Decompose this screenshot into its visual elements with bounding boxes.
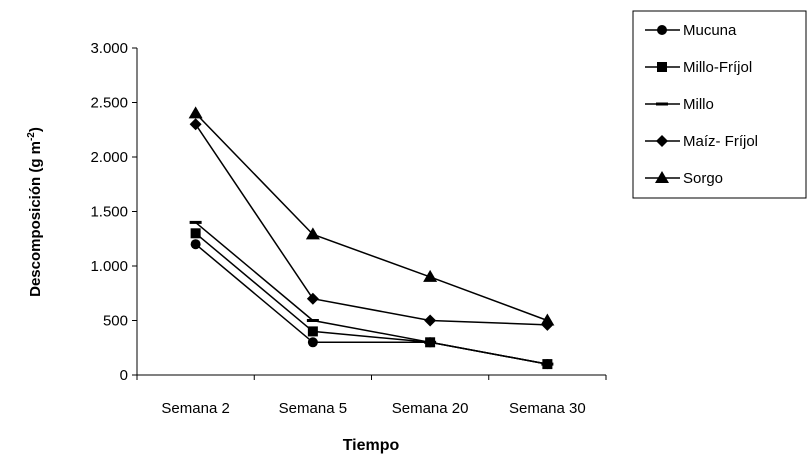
y-axis-title: Descomposición (g m-2) — [26, 127, 44, 297]
legend-marker-circle — [657, 25, 667, 35]
data-point-triangle — [540, 313, 555, 326]
y-tick-label: 2.000 — [90, 149, 128, 166]
legend-marker-dash — [656, 102, 668, 106]
data-point-diamond — [424, 314, 437, 327]
y-tick-label: 1.500 — [90, 204, 128, 221]
data-point-diamond — [189, 118, 202, 131]
x-axis-ticks: Semana 2 Semana 5 Semana 20 Semana 30 — [136, 375, 607, 417]
series-square — [190, 228, 553, 370]
legend-label: Maíz- Fríjol — [683, 133, 758, 150]
legend-marker-triangle — [655, 171, 669, 183]
data-point-dash — [189, 220, 202, 224]
legend-item: Mucuna — [645, 22, 737, 39]
data-point-square — [307, 326, 318, 337]
y-axis-ticks: 0 500 1.000 1.500 2.000 2.500 3.000 — [90, 40, 137, 384]
legend-marker-square — [657, 62, 667, 72]
y-tick-label: 2.500 — [90, 95, 128, 112]
series-triangle — [188, 106, 555, 326]
data-point-circle — [190, 239, 201, 250]
x-axis-title: Tiempo — [343, 437, 400, 454]
x-tick-label: Semana 2 — [161, 400, 229, 417]
y-tick-label: 500 — [103, 313, 128, 330]
legend: Mucuna Millo-Fríjol Millo Maíz- Fríjol Sorgo — [632, 10, 807, 199]
legend-label: Sorgo — [683, 170, 723, 187]
data-point-dash — [306, 319, 319, 322]
series-line — [195, 112, 548, 322]
y-tick-label: 3.000 — [90, 40, 128, 57]
series-dash — [189, 220, 554, 366]
legend-item: Millo — [645, 96, 714, 113]
legend-label: Millo-Fríjol — [683, 59, 752, 76]
series-line — [195, 232, 548, 365]
series-line — [195, 243, 548, 365]
x-tick-label: Semana 30 — [509, 400, 586, 417]
data-point-diamond — [306, 292, 319, 305]
data-point-triangle — [423, 269, 438, 282]
data-point-dash — [541, 362, 554, 366]
data-point-triangle — [305, 227, 320, 240]
series-layer — [188, 106, 555, 370]
y-tick-label: 0 — [120, 367, 128, 384]
legend-label: Mucuna — [683, 22, 737, 39]
data-point-triangle — [188, 106, 203, 119]
legend-item: Maíz- Fríjol — [645, 133, 758, 150]
data-point-square — [190, 228, 201, 239]
series-circle — [190, 239, 553, 370]
data-point-dash — [424, 340, 437, 344]
legend-marker-diamond — [656, 135, 668, 147]
series-diamond — [189, 118, 554, 331]
legend-item: Millo-Fríjol — [645, 59, 752, 76]
x-tick-label: Semana 5 — [279, 400, 347, 417]
data-point-circle — [307, 337, 318, 348]
series-line — [195, 123, 548, 326]
series-line — [195, 221, 548, 365]
y-tick-label: 1.000 — [90, 258, 128, 275]
legend-label: Millo — [683, 96, 714, 113]
legend-item: Sorgo — [645, 170, 723, 187]
x-tick-label: Semana 20 — [392, 400, 469, 417]
